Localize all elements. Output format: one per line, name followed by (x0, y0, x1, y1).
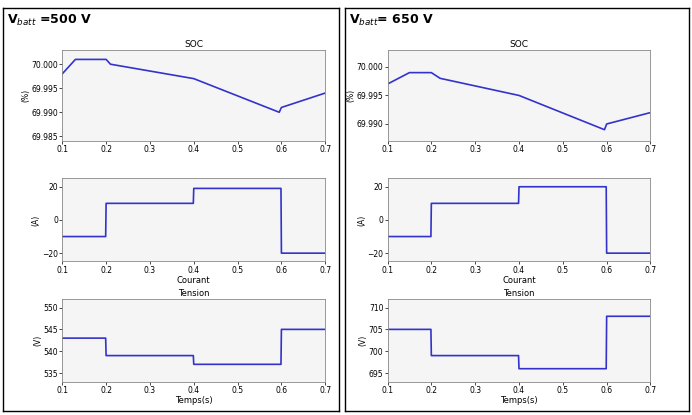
Text: V$_{batt}$= 650 V: V$_{batt}$= 650 V (349, 12, 435, 27)
Y-axis label: (A): (A) (357, 214, 366, 226)
Y-axis label: (A): (A) (32, 214, 41, 226)
X-axis label: Temps(s): Temps(s) (175, 396, 212, 405)
Y-axis label: (V): (V) (358, 334, 367, 346)
X-axis label: Temps(s): Temps(s) (500, 396, 538, 405)
Text: V$_{batt}$ =500 V: V$_{batt}$ =500 V (7, 12, 92, 27)
Title: Tension: Tension (503, 289, 535, 298)
Title: SOC: SOC (509, 40, 529, 49)
X-axis label: Courant: Courant (177, 276, 210, 285)
Y-axis label: (%): (%) (346, 89, 355, 102)
Y-axis label: (%): (%) (21, 89, 30, 102)
X-axis label: Courant: Courant (502, 276, 536, 285)
Title: Tension: Tension (178, 289, 210, 298)
Title: SOC: SOC (184, 40, 203, 49)
Y-axis label: (V): (V) (33, 334, 42, 346)
